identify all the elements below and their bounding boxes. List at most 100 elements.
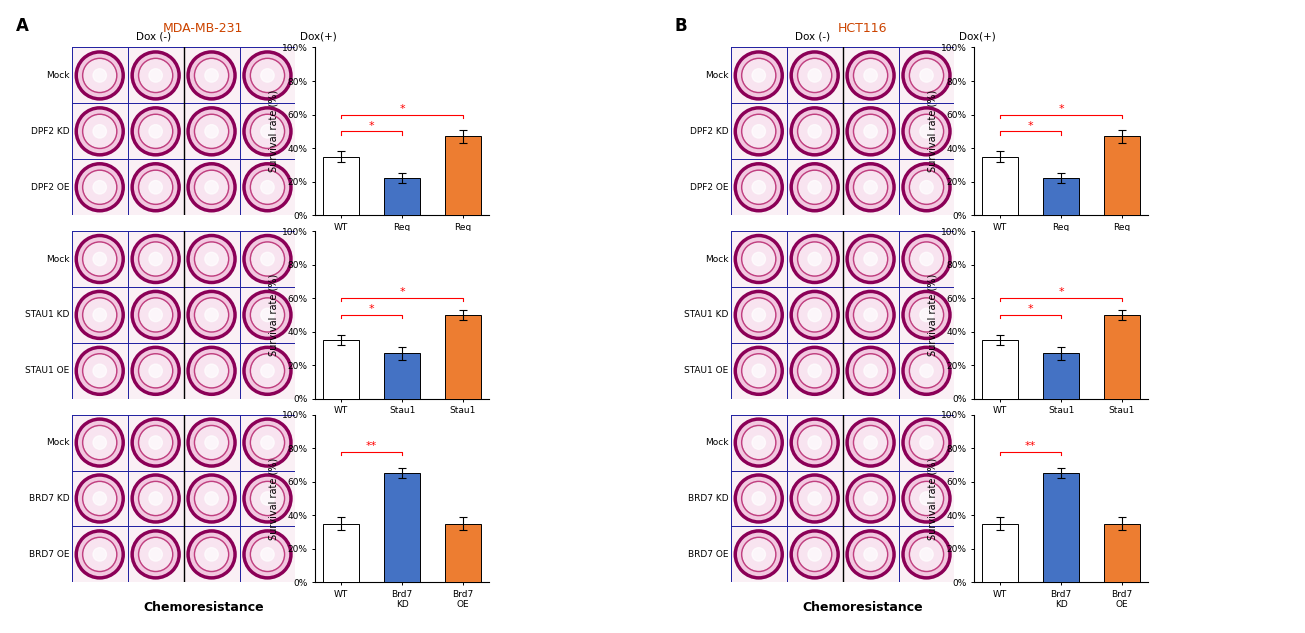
Circle shape xyxy=(84,539,115,570)
Circle shape xyxy=(140,483,171,514)
Bar xyxy=(384,353,420,399)
Circle shape xyxy=(743,116,774,147)
Circle shape xyxy=(244,348,291,394)
Circle shape xyxy=(244,291,291,339)
Circle shape xyxy=(920,548,933,561)
Circle shape xyxy=(791,108,838,155)
Circle shape xyxy=(735,419,782,466)
Circle shape xyxy=(920,180,933,194)
Bar xyxy=(322,156,359,215)
Text: BRD7 KD: BRD7 KD xyxy=(688,494,728,503)
Circle shape xyxy=(855,60,886,91)
Bar xyxy=(445,136,482,215)
Circle shape xyxy=(188,52,235,99)
Text: STAU1 OE: STAU1 OE xyxy=(684,367,728,375)
Circle shape xyxy=(752,436,766,449)
Text: *: * xyxy=(369,120,375,130)
Bar xyxy=(184,527,240,582)
Circle shape xyxy=(743,427,774,458)
Circle shape xyxy=(149,253,162,266)
Text: A: A xyxy=(16,17,29,35)
Circle shape xyxy=(735,108,782,155)
Bar xyxy=(240,287,295,343)
Circle shape xyxy=(752,308,766,322)
Circle shape xyxy=(855,427,886,458)
Circle shape xyxy=(93,364,107,377)
Circle shape xyxy=(735,348,782,394)
Circle shape xyxy=(252,116,283,147)
Circle shape xyxy=(205,308,218,322)
Circle shape xyxy=(205,436,218,449)
Bar xyxy=(128,287,184,343)
Circle shape xyxy=(808,364,821,377)
Circle shape xyxy=(196,60,227,91)
Circle shape xyxy=(132,475,179,522)
Bar xyxy=(72,160,128,215)
Text: STAU1 OE: STAU1 OE xyxy=(25,367,69,375)
Y-axis label: Survival rate (%): Survival rate (%) xyxy=(928,91,938,172)
Bar xyxy=(445,315,482,399)
Circle shape xyxy=(735,164,782,211)
Bar xyxy=(843,231,899,287)
Y-axis label: Survival rate (%): Survival rate (%) xyxy=(269,458,279,539)
Bar xyxy=(787,287,843,343)
Bar xyxy=(240,160,295,215)
Bar xyxy=(731,343,787,399)
Circle shape xyxy=(244,235,291,282)
Bar xyxy=(128,47,184,103)
Circle shape xyxy=(752,69,766,82)
Bar xyxy=(843,103,899,160)
Circle shape xyxy=(847,291,894,339)
Bar xyxy=(843,287,899,343)
Bar xyxy=(731,160,787,215)
Bar xyxy=(731,103,787,160)
Text: Dox (-): Dox (-) xyxy=(796,31,830,41)
Bar xyxy=(899,287,954,343)
Bar xyxy=(731,527,787,582)
Circle shape xyxy=(864,69,877,82)
Circle shape xyxy=(791,348,838,394)
Circle shape xyxy=(252,355,283,387)
Circle shape xyxy=(205,364,218,377)
Text: DPF2 OE: DPF2 OE xyxy=(30,183,69,192)
Text: *: * xyxy=(1028,304,1034,314)
Text: Dox (-): Dox (-) xyxy=(137,31,171,41)
Circle shape xyxy=(799,243,830,275)
Circle shape xyxy=(205,180,218,194)
Circle shape xyxy=(205,253,218,266)
Circle shape xyxy=(244,108,291,155)
Circle shape xyxy=(93,69,107,82)
Circle shape xyxy=(743,60,774,91)
Bar xyxy=(240,415,295,470)
Text: BRD7 OE: BRD7 OE xyxy=(29,550,69,559)
Circle shape xyxy=(911,427,942,458)
Circle shape xyxy=(791,235,838,282)
Text: B: B xyxy=(675,17,688,35)
Circle shape xyxy=(903,475,950,522)
Text: HCT116: HCT116 xyxy=(838,22,887,35)
Circle shape xyxy=(188,235,235,282)
Bar xyxy=(843,415,899,470)
Circle shape xyxy=(903,164,950,211)
Circle shape xyxy=(196,483,227,514)
Circle shape xyxy=(84,243,115,275)
Circle shape xyxy=(84,299,115,330)
Bar xyxy=(787,343,843,399)
Circle shape xyxy=(847,419,894,466)
Circle shape xyxy=(735,235,782,282)
Circle shape xyxy=(864,436,877,449)
Bar xyxy=(899,160,954,215)
Bar xyxy=(240,470,295,527)
Circle shape xyxy=(799,116,830,147)
Circle shape xyxy=(84,172,115,203)
Circle shape xyxy=(752,548,766,561)
Circle shape xyxy=(920,125,933,138)
Circle shape xyxy=(752,492,766,505)
Circle shape xyxy=(799,483,830,514)
Bar xyxy=(899,47,954,103)
Circle shape xyxy=(244,475,291,522)
Bar xyxy=(240,231,295,287)
Circle shape xyxy=(261,364,274,377)
Circle shape xyxy=(911,539,942,570)
Text: *: * xyxy=(399,287,405,298)
